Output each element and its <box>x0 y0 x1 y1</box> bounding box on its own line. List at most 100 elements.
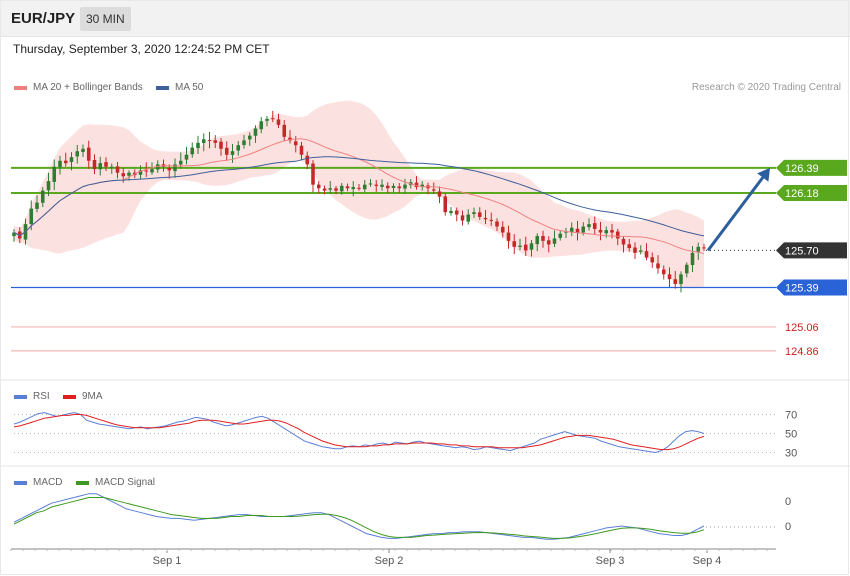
legend-ma20-label: MA 20 + Bollinger Bands <box>33 82 143 93</box>
candle-body <box>523 244 528 251</box>
candle-body <box>696 246 701 252</box>
candle-body <box>201 139 206 144</box>
candle-body <box>679 274 683 284</box>
legend-macd-label: MACD <box>33 477 62 488</box>
candle-body <box>224 147 229 155</box>
candle-body <box>690 252 695 266</box>
candle-body <box>460 215 465 221</box>
x-axis-tick-label: Sep 4 <box>693 555 722 567</box>
x-axis-tick-label: Sep 2 <box>375 555 404 567</box>
candle-body <box>385 185 390 189</box>
candle-body <box>345 186 350 189</box>
candle-body <box>351 187 356 190</box>
candle-body <box>138 170 143 175</box>
candle-body <box>420 184 425 188</box>
bollinger-band-area <box>14 100 704 289</box>
candle-body <box>610 230 614 233</box>
candle-body <box>483 217 488 220</box>
level-label: 125.39 <box>785 283 819 295</box>
candle-body <box>454 210 459 215</box>
candle-body <box>127 172 131 176</box>
macd-signal-line <box>13 497 705 539</box>
candle-body <box>115 166 120 173</box>
candle-body <box>661 269 666 275</box>
x-axis-tick-label: Sep 3 <box>596 555 625 567</box>
candle-body <box>391 185 396 189</box>
legend-rsi-ma-swatch <box>63 395 76 399</box>
candle-body <box>477 212 482 217</box>
candle-body <box>253 128 258 136</box>
candle-body <box>546 240 551 245</box>
candle-body <box>397 186 402 189</box>
candle-body <box>437 191 442 197</box>
candle-body <box>207 139 212 141</box>
candle-body <box>104 162 108 167</box>
candle-body <box>339 185 344 192</box>
candle-body <box>656 263 660 269</box>
candle-body <box>627 244 632 249</box>
macd-tick-label: 0 <box>785 496 791 508</box>
candle-body <box>259 121 264 130</box>
level-tag-resistance <box>776 185 847 202</box>
candle-body <box>196 142 200 149</box>
candle-body <box>684 264 689 274</box>
candle-body <box>615 231 620 239</box>
candle-body <box>282 124 287 137</box>
candle-body <box>109 166 114 168</box>
candle-body <box>69 157 74 163</box>
legend-rsi-ma-label: 9MA <box>82 391 103 402</box>
rsi-ma-line <box>13 414 705 451</box>
candle-body <box>518 245 522 247</box>
candle-body <box>190 147 195 155</box>
rsi-tick-label: 50 <box>785 429 797 441</box>
candle-body <box>357 187 361 189</box>
level-label: 126.18 <box>785 188 819 200</box>
candle-body <box>219 141 223 149</box>
top-bar: EUR/JPY 30 MIN <box>0 0 850 37</box>
legend-rsi-label: RSI <box>33 391 50 402</box>
legend-ma50-swatch <box>156 86 169 90</box>
candle-body <box>29 208 34 224</box>
candle-body <box>242 140 246 145</box>
candle-body <box>362 184 367 190</box>
candle-body <box>322 188 327 191</box>
candle-body <box>270 118 275 120</box>
legend-ma20-swatch <box>14 86 27 90</box>
candle-body <box>167 167 172 171</box>
rsi-tick-label: 30 <box>785 448 797 460</box>
candle-body <box>75 151 80 157</box>
candle-body <box>46 181 51 191</box>
candle-body <box>265 118 269 121</box>
level-label: 124.86 <box>785 346 819 358</box>
forecast-arrow-head <box>757 167 770 182</box>
macd-line <box>13 493 705 540</box>
level-label: 126.39 <box>785 163 819 175</box>
candle-body <box>581 226 586 233</box>
candle-body <box>650 257 655 263</box>
candle-body <box>598 229 603 233</box>
legend-macd-swatch <box>14 481 27 485</box>
candle-body <box>374 184 379 186</box>
timeframe-button[interactable]: 30 MIN <box>80 7 131 31</box>
level-tag-support <box>776 279 847 296</box>
candle-body <box>449 210 453 214</box>
candle-body <box>621 238 626 245</box>
candle-body <box>52 166 57 182</box>
candle-body <box>512 241 517 247</box>
candle-body <box>472 212 476 215</box>
candle-body <box>633 247 637 253</box>
candle-body <box>466 214 471 222</box>
legend-macd-signal-label: MACD Signal <box>95 477 155 488</box>
candle-body <box>368 183 373 185</box>
candle-body <box>86 147 91 161</box>
candle-body <box>506 232 511 241</box>
candle-body <box>230 151 235 155</box>
candle-body <box>184 154 189 160</box>
candle-body <box>495 221 499 227</box>
candle-body <box>92 160 97 170</box>
candle-body <box>431 189 436 191</box>
candle-body <box>489 219 494 221</box>
candle-body <box>35 202 39 209</box>
candle-body <box>236 145 241 151</box>
symbol-title: EUR/JPY <box>11 10 76 27</box>
